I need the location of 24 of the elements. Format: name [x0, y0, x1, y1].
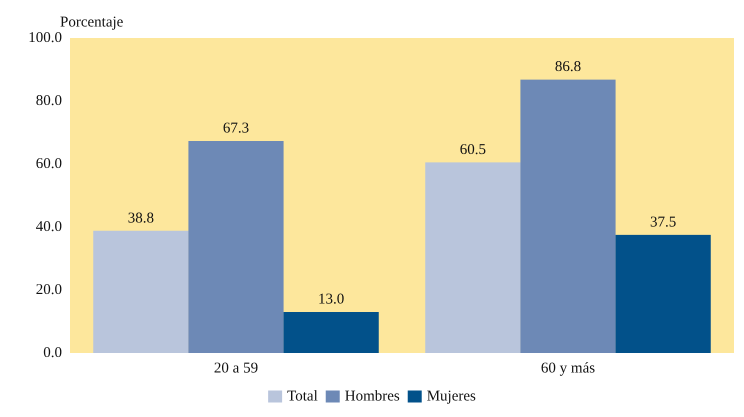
x-tick-label: 60 y más: [540, 360, 596, 376]
legend-label: Total: [287, 388, 318, 404]
y-tick-label: 100.0: [28, 30, 62, 46]
data-label: 86.8: [554, 59, 582, 76]
bar: [520, 80, 616, 353]
y-tick-label: 0.0: [43, 345, 62, 361]
bar: [188, 141, 284, 353]
bar: [284, 312, 379, 353]
y-axis-title: Porcentaje: [60, 14, 124, 30]
legend-label: Mujeres: [426, 388, 476, 404]
data-label: 37.5: [650, 214, 676, 230]
data-label: 60.5: [460, 142, 486, 158]
legend-label: Hombres: [344, 388, 400, 404]
bar: [425, 162, 520, 353]
data-label: 13.0: [318, 292, 344, 308]
y-tick-label: 20.0: [36, 282, 62, 298]
x-tick-label: 20 a 59: [214, 360, 258, 376]
y-tick-label: 80.0: [36, 93, 62, 109]
data-label: 38.8: [128, 210, 154, 226]
y-tick-label: 40.0: [36, 219, 62, 235]
y-tick-label: 60.0: [36, 156, 62, 172]
bar: [616, 234, 711, 353]
data-label: 67.3: [222, 120, 250, 137]
bar: [93, 230, 188, 353]
